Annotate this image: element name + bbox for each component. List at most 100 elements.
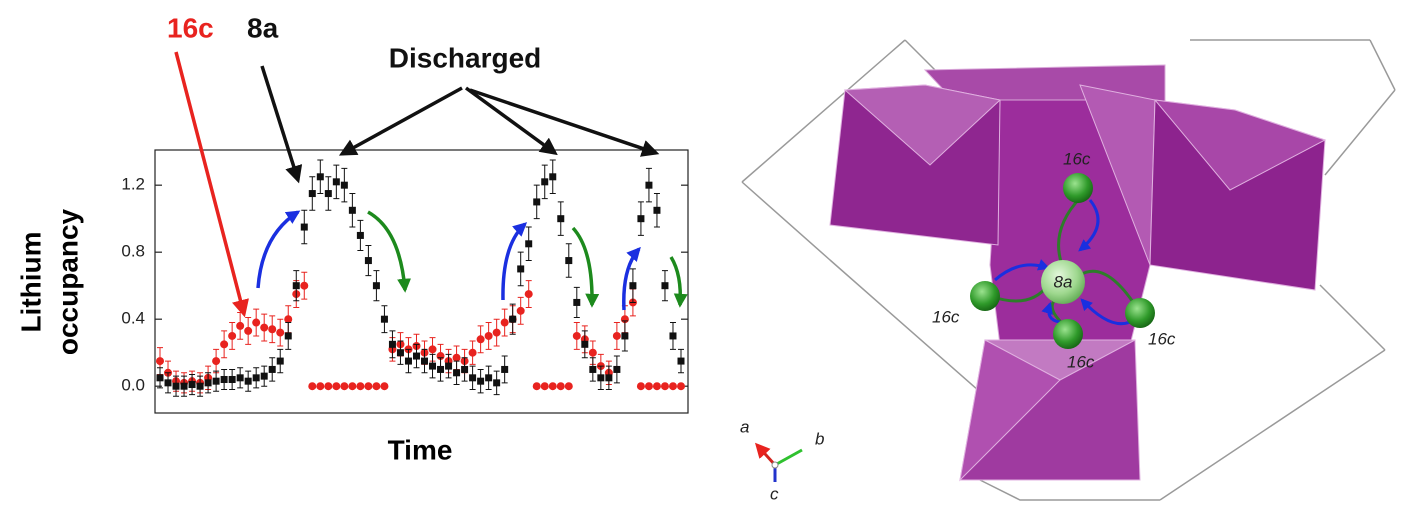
data-point: [468, 348, 477, 357]
y-tick-label: 1.2: [121, 175, 145, 194]
data-point: [324, 190, 332, 198]
annotation: Discharged: [389, 42, 542, 73]
data-point: [284, 332, 292, 340]
data-point: [613, 365, 621, 373]
data-point: [156, 374, 164, 382]
site-label: 16c: [1063, 149, 1091, 168]
data-point: [556, 382, 565, 391]
y-tick-label: 0.8: [121, 242, 145, 261]
data-point: [260, 323, 269, 332]
data-point: [668, 382, 677, 391]
data-point: [621, 332, 629, 340]
data-point: [228, 375, 236, 383]
data-point: [268, 365, 276, 373]
annotation-arrows: [174, 51, 688, 318]
data-point: [292, 282, 300, 290]
data-point: [636, 382, 645, 391]
data-point: [372, 282, 380, 290]
data-point: [204, 379, 212, 387]
data-point: [484, 331, 493, 340]
data-point: [477, 377, 485, 385]
data-point: [244, 377, 252, 385]
data-point: [605, 374, 613, 382]
data-point: [612, 331, 621, 340]
data-point: [172, 382, 180, 390]
data-point: [501, 365, 509, 373]
y-axis-label: Lithium occupancy: [15, 208, 83, 355]
data-point: [348, 382, 357, 391]
data-point: [557, 215, 565, 223]
data-point: [581, 340, 589, 348]
data-point: [316, 382, 325, 391]
data-point: [652, 382, 661, 391]
data-point: [540, 382, 549, 391]
data-point: [300, 223, 308, 231]
y-label-line: occupancy: [52, 208, 83, 355]
axis-label: a: [740, 417, 749, 436]
data-point: [348, 206, 356, 214]
data-point: [677, 382, 685, 391]
data-point: [268, 325, 277, 334]
plot-frame: [154, 149, 689, 414]
data-point: [236, 321, 245, 330]
data-point: [541, 178, 549, 186]
data-point: [564, 382, 573, 391]
data-point: [340, 181, 348, 189]
data-point: [548, 382, 557, 391]
axis-label: c: [770, 484, 779, 503]
data-point: [644, 382, 653, 391]
data-point: [589, 365, 597, 373]
data-point: [445, 362, 453, 370]
data-point: [428, 345, 437, 354]
data-point: [308, 382, 317, 391]
data-point: [332, 382, 341, 391]
site-label: 16c: [1148, 329, 1176, 348]
data-point: [453, 369, 461, 377]
data-point: [573, 298, 581, 306]
data-point: [324, 382, 333, 391]
data-point: [404, 357, 412, 365]
data-point: [388, 340, 396, 348]
data-point: [461, 365, 469, 373]
data-point: [661, 282, 669, 290]
axis-triad: a b c: [740, 417, 824, 503]
data-point: [492, 328, 501, 337]
data-point: [588, 348, 597, 357]
data-point: [196, 382, 204, 390]
data-point: [532, 382, 541, 391]
data-point: [244, 326, 253, 335]
data-point: [452, 353, 461, 362]
data-point: [677, 357, 685, 365]
data-point: [340, 382, 349, 391]
data-point: [437, 365, 445, 373]
data-point: [356, 231, 364, 239]
data-point: [493, 379, 501, 387]
site-label: 8a: [1054, 272, 1073, 291]
data-point: [549, 173, 557, 181]
data-point: [412, 352, 420, 360]
data-point: [396, 349, 404, 357]
data-point: [212, 357, 221, 366]
data-point: [476, 335, 485, 344]
data-point: [524, 290, 533, 299]
data-point: [509, 315, 517, 323]
data-point: [516, 306, 525, 315]
data-point: [421, 357, 429, 365]
data-point: [156, 357, 164, 366]
data-point: [308, 190, 316, 198]
plot-area: [155, 159, 688, 397]
data-point: [316, 173, 324, 181]
site-label: 16c: [1067, 352, 1095, 371]
y-label-line: Lithium: [15, 231, 46, 332]
data-point: [364, 382, 373, 391]
series-label: 16c: [167, 12, 214, 43]
data-point: [236, 374, 244, 382]
data-point: [332, 178, 340, 186]
data-point: [356, 382, 365, 391]
y-tick-label: 0.0: [121, 376, 145, 395]
data-point: [372, 382, 381, 391]
data-point: [637, 215, 645, 223]
data-point: [220, 340, 229, 349]
data-point: [533, 198, 541, 206]
